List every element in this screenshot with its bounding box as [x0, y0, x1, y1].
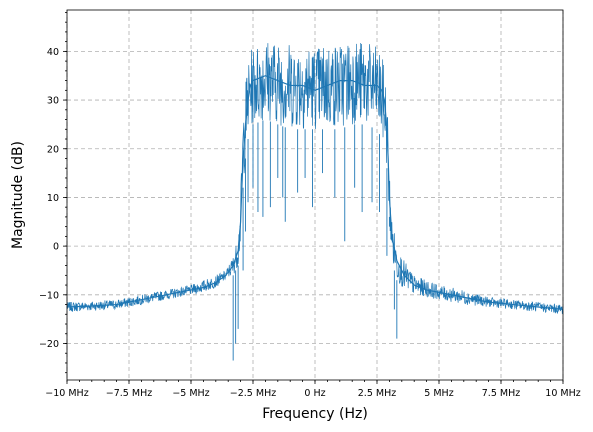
- grid-lines: [66, 10, 564, 380]
- y-tick-label: −20: [39, 339, 59, 350]
- y-axis-ticks: −20 −10 0 10 20 30 40: [39, 12, 67, 374]
- y-tick-label: 10: [47, 193, 59, 204]
- y-tick-label: 20: [47, 144, 59, 155]
- magnitude-line: [67, 75, 563, 311]
- x-axis-ticks: −10 MHz −7.5 MHz −5 MHz −2.5 MHz 0 Hz 2.5 MHz…: [45, 380, 581, 399]
- y-tick-label: 40: [47, 47, 59, 58]
- x-tick-label: −10 MHz: [45, 388, 88, 399]
- x-tick-label: 2.5 MHz: [358, 388, 396, 399]
- x-tick-label: −2.5 MHz: [230, 388, 276, 399]
- x-tick-label: 5 MHz: [424, 388, 453, 399]
- x-tick-label: 7.5 MHz: [482, 388, 520, 399]
- magnitude-noise-trace: [67, 43, 563, 314]
- y-axis-label: Magnitude (dB): [10, 141, 26, 249]
- y-tick-label: 0: [53, 242, 59, 253]
- y-tick-label: 30: [47, 96, 59, 107]
- x-tick-label: 0 Hz: [304, 388, 325, 399]
- plot-series: [67, 43, 563, 361]
- x-tick-label: −7.5 MHz: [106, 388, 152, 399]
- x-tick-label: −5 MHz: [172, 388, 209, 399]
- y-tick-label: −10: [39, 290, 59, 301]
- x-tick-label: 10 MHz: [545, 388, 580, 399]
- x-axis-label: Frequency (Hz): [262, 406, 368, 422]
